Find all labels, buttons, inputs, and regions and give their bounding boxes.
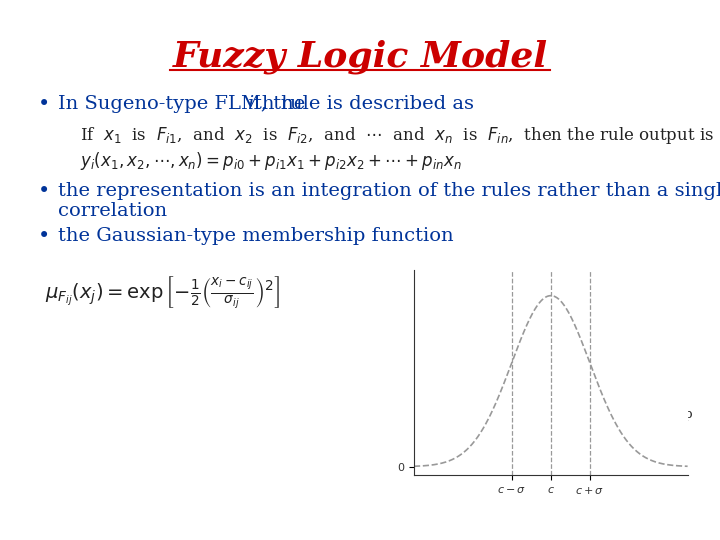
Text: Fig. 4.2 Gaussian type membership
function.: Fig. 4.2 Gaussian type membership functi… — [468, 408, 693, 436]
Text: If  $x_1$  is  $F_{i1}$,  and  $x_2$  is  $F_{i2}$,  and  $\cdots$  and  $x_n$  : If $x_1$ is $F_{i1}$, and $x_2$ is $F_{i… — [80, 125, 714, 146]
Text: In Sugeno-type FLM, the: In Sugeno-type FLM, the — [58, 95, 312, 113]
Text: •: • — [38, 95, 50, 114]
Text: Fuzzy Logic Model: Fuzzy Logic Model — [172, 40, 548, 75]
Text: i: i — [247, 95, 253, 113]
Text: $y_i(x_1, x_2, \cdots, x_n) = p_{i0} + p_{i1}x_1 + p_{i2}x_2 + \cdots + p_{in}x_: $y_i(x_1, x_2, \cdots, x_n) = p_{i0} + p… — [80, 150, 462, 172]
Text: th rule is described as: th rule is described as — [254, 95, 474, 113]
Text: correlation: correlation — [58, 202, 167, 220]
Text: the representation is an integration of the rules rather than a single crisp: the representation is an integration of … — [58, 182, 720, 200]
Text: •: • — [38, 227, 50, 246]
Text: •: • — [38, 182, 50, 201]
Text: the Gaussian-type membership function: the Gaussian-type membership function — [58, 227, 454, 245]
Text: $\mu_{F_{ij}}(x_j) = \exp\left[-\frac{1}{2}\left(\frac{x_i - c_{ij}}{\sigma_{ij}: $\mu_{F_{ij}}(x_j) = \exp\left[-\frac{1}… — [45, 275, 280, 311]
